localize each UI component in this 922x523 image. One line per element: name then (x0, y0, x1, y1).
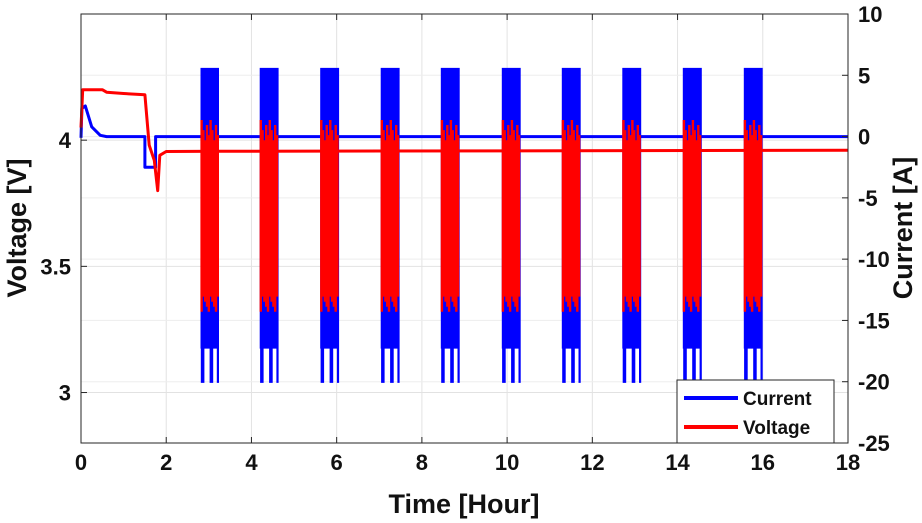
legend-box (676, 379, 835, 444)
voltage-pulse-block (501, 120, 521, 312)
voltage-pulse-block (622, 120, 641, 312)
x-tick-label: 2 (160, 450, 172, 475)
x-tick-label: 4 (245, 450, 258, 475)
voltage-pulse-block (561, 120, 581, 312)
voltage-pulse-block (320, 120, 339, 312)
voltage-pulse-block (440, 120, 460, 312)
y-right-tick-label: -15 (858, 308, 890, 333)
legend-label-current: Current (743, 389, 812, 410)
y-left-axis-label: Voltage [V] (2, 158, 32, 297)
x-axis-label: Time [Hour] (388, 489, 539, 519)
voltage-pulse-block (743, 120, 763, 312)
y-right-tick-label: 0 (858, 125, 870, 150)
y-right-tick-label: -5 (858, 186, 878, 211)
y-left-tick-label: 3.5 (40, 254, 71, 279)
plot-frame (80, 13, 849, 444)
voltage-baseline (79, 88, 849, 193)
x-axis-ticks: 0 2 4 6 8 10 12 14 16 18 (75, 14, 860, 475)
x-tick-label: 8 (416, 450, 428, 475)
y-right-tick-label: 10 (858, 2, 882, 27)
y-right-tick-label: 5 (858, 63, 870, 88)
voltage-pulse-block (200, 120, 219, 312)
x-tick-label: 14 (665, 450, 690, 475)
y-right-tick-label: -20 (858, 370, 890, 395)
y-left-tick-label: 3 (59, 381, 71, 406)
current-baseline (79, 104, 848, 169)
x-tick-label: 16 (751, 450, 775, 475)
legend-label-voltage: Voltage (743, 418, 810, 439)
voltage-pulse-block (259, 120, 279, 312)
y-right-axis-ticks: -25 -20 -15 -10 -5 0 5 10 (842, 2, 890, 456)
y-right-tick-label: -10 (858, 247, 890, 272)
x-tick-label: 18 (836, 450, 860, 475)
voltage-pulse-block (380, 120, 400, 312)
y-right-axis-label: Current [A] (888, 157, 918, 300)
x-tick-label: 6 (331, 450, 343, 475)
x-tick-label: 10 (495, 450, 519, 475)
x-tick-label: 0 (75, 450, 87, 475)
legend: Current Voltage (676, 379, 835, 444)
series-voltage (79, 88, 849, 312)
voltage-pulse-block (682, 120, 702, 312)
x-tick-label: 12 (580, 450, 604, 475)
y-left-axis-ticks: 33.54 (40, 128, 87, 406)
y-right-tick-label: -25 (858, 431, 890, 456)
y-left-tick-label: 4 (59, 128, 72, 153)
